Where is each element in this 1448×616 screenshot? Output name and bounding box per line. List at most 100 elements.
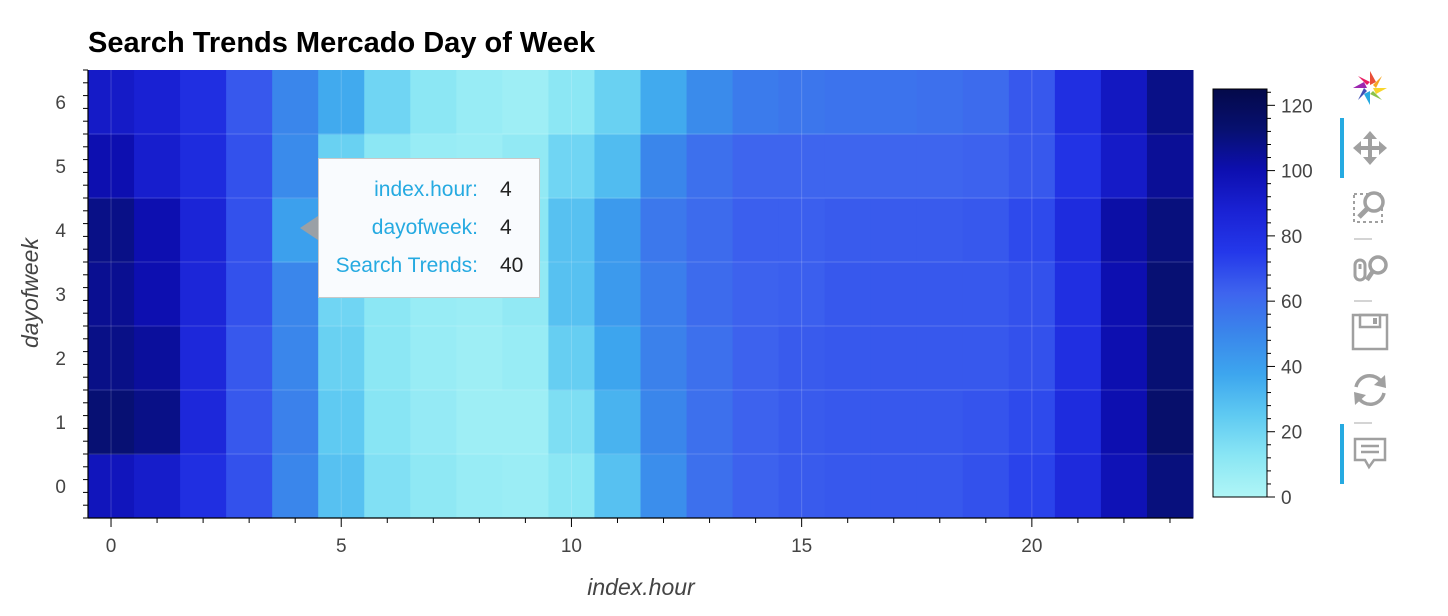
heatmap-cell[interactable] — [594, 326, 641, 391]
heatmap-cell[interactable] — [1100, 70, 1148, 135]
heatmap-cell[interactable] — [686, 198, 734, 263]
heatmap-cell[interactable] — [410, 454, 457, 519]
heatmap-cell[interactable] — [1008, 390, 1056, 455]
heatmap-cell[interactable] — [180, 454, 227, 519]
heatmap-cell[interactable] — [1146, 198, 1194, 263]
heatmap-cell[interactable] — [1054, 326, 1102, 391]
pan-icon[interactable] — [1350, 128, 1390, 168]
heatmap-cell[interactable] — [272, 70, 319, 135]
heatmap-cell[interactable] — [870, 454, 918, 519]
heatmap-cell[interactable] — [1146, 134, 1194, 199]
heatmap-cell[interactable] — [640, 198, 688, 263]
heatmap-cell[interactable] — [824, 454, 872, 519]
heatmap-cell[interactable] — [778, 134, 826, 199]
heatmap-cell[interactable] — [1054, 454, 1102, 519]
heatmap-cell[interactable] — [272, 262, 319, 327]
heatmap-cell[interactable] — [272, 134, 319, 199]
heatmap-cell[interactable] — [594, 70, 641, 135]
heatmap-cell[interactable] — [1146, 454, 1194, 519]
heatmap-cell[interactable] — [318, 454, 365, 519]
heatmap-cell[interactable] — [88, 198, 135, 263]
heatmap-cell[interactable] — [410, 390, 457, 455]
heatmap-cell[interactable] — [916, 262, 964, 327]
heatmap-cell[interactable] — [962, 262, 1010, 327]
heatmap-cell[interactable] — [318, 70, 365, 135]
heatmap-cell[interactable] — [226, 134, 273, 199]
heatmap-cell[interactable] — [134, 390, 181, 455]
heatmap-cell[interactable] — [640, 326, 688, 391]
heatmap-cell[interactable] — [594, 454, 641, 519]
heatmap-cell[interactable] — [916, 70, 964, 135]
heatmap-cell[interactable] — [88, 134, 135, 199]
heatmap-cell[interactable] — [180, 390, 227, 455]
heatmap-cell[interactable] — [226, 262, 273, 327]
heatmap-cell[interactable] — [548, 262, 595, 327]
heatmap-cell[interactable] — [272, 454, 319, 519]
heatmap-cell[interactable] — [1146, 390, 1194, 455]
heatmap-cell[interactable] — [318, 326, 365, 391]
heatmap-cell[interactable] — [134, 326, 181, 391]
heatmap-cell[interactable] — [594, 134, 641, 199]
heatmap-cell[interactable] — [686, 262, 734, 327]
heatmap-cell[interactable] — [134, 70, 181, 135]
heatmap-cell[interactable] — [686, 454, 734, 519]
heatmap-cell[interactable] — [962, 390, 1010, 455]
heatmap-cell[interactable] — [778, 326, 826, 391]
heatmap[interactable] — [88, 70, 1194, 519]
heatmap-cell[interactable] — [88, 390, 135, 455]
heatmap-cell[interactable] — [640, 454, 688, 519]
heatmap-cell[interactable] — [134, 198, 181, 263]
heatmap-cell[interactable] — [502, 70, 549, 135]
heatmap-cell[interactable] — [226, 326, 273, 391]
heatmap-cell[interactable] — [1100, 134, 1148, 199]
heatmap-cell[interactable] — [272, 390, 319, 455]
heatmap-cell[interactable] — [686, 390, 734, 455]
heatmap-cell[interactable] — [916, 454, 964, 519]
heatmap-cell[interactable] — [594, 390, 641, 455]
heatmap-cell[interactable] — [778, 70, 826, 135]
heatmap-cell[interactable] — [364, 390, 411, 455]
heatmap-cell[interactable] — [870, 326, 918, 391]
heatmap-cell[interactable] — [732, 454, 780, 519]
heatmap-cell[interactable] — [180, 198, 227, 263]
heatmap-cell[interactable] — [1100, 198, 1148, 263]
heatmap-cell[interactable] — [1054, 198, 1102, 263]
heatmap-cell[interactable] — [1008, 454, 1056, 519]
heatmap-cell[interactable] — [962, 454, 1010, 519]
heatmap-cell[interactable] — [548, 390, 595, 455]
heatmap-cell[interactable] — [732, 326, 780, 391]
heatmap-cell[interactable] — [1008, 134, 1056, 199]
heatmap-cell[interactable] — [1054, 390, 1102, 455]
heatmap-cell[interactable] — [732, 134, 780, 199]
heatmap-cell[interactable] — [364, 70, 411, 135]
heatmap-cell[interactable] — [640, 70, 688, 135]
heatmap-cell[interactable] — [1100, 326, 1148, 391]
hover-icon[interactable] — [1350, 434, 1390, 474]
heatmap-cell[interactable] — [88, 70, 135, 135]
heatmap-cell[interactable] — [364, 326, 411, 391]
heatmap-cell[interactable] — [410, 70, 457, 135]
heatmap-cell[interactable] — [962, 326, 1010, 391]
heatmap-cell[interactable] — [226, 70, 273, 135]
heatmap-cell[interactable] — [1008, 262, 1056, 327]
reset-icon[interactable] — [1350, 370, 1390, 410]
heatmap-cell[interactable] — [916, 198, 964, 263]
heatmap-cell[interactable] — [870, 390, 918, 455]
heatmap-cell[interactable] — [870, 134, 918, 199]
heatmap-cell[interactable] — [226, 454, 273, 519]
heatmap-cell[interactable] — [548, 70, 595, 135]
heatmap-cell[interactable] — [1100, 262, 1148, 327]
heatmap-cell[interactable] — [824, 70, 872, 135]
heatmap-cell[interactable] — [962, 134, 1010, 199]
box-zoom-icon[interactable] — [1350, 188, 1390, 228]
heatmap-cell[interactable] — [88, 326, 135, 391]
heatmap-cell[interactable] — [1054, 262, 1102, 327]
heatmap-cell[interactable] — [180, 134, 227, 199]
heatmap-cell[interactable] — [778, 198, 826, 263]
heatmap-cell[interactable] — [732, 198, 780, 263]
heatmap-cell[interactable] — [824, 390, 872, 455]
heatmap-cell[interactable] — [1008, 198, 1056, 263]
heatmap-cell[interactable] — [456, 70, 503, 135]
heatmap-cell[interactable] — [686, 326, 734, 391]
heatmap-cell[interactable] — [88, 262, 135, 327]
